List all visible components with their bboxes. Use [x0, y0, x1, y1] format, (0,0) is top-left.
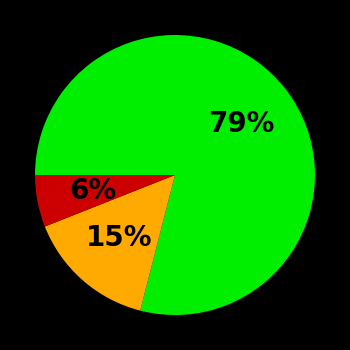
Wedge shape [35, 35, 315, 315]
Text: 79%: 79% [208, 110, 274, 138]
Wedge shape [45, 175, 175, 310]
Wedge shape [35, 175, 175, 226]
Text: 15%: 15% [86, 224, 153, 252]
Text: 6%: 6% [69, 177, 116, 205]
